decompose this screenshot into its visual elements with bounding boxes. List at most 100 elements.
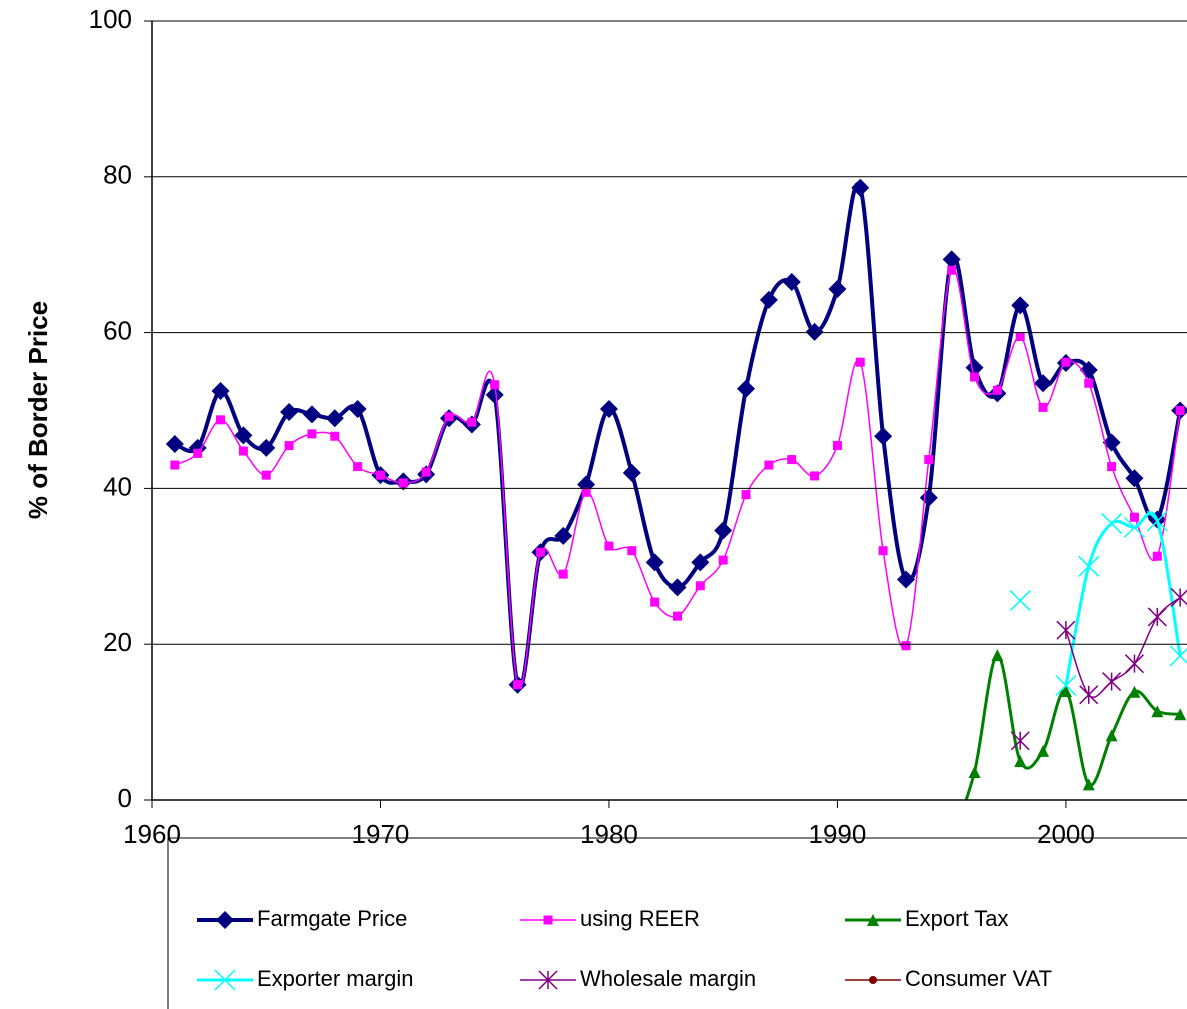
data-point: [1146, 510, 1168, 532]
data-point: [832, 441, 842, 451]
data-point: [919, 488, 938, 507]
data-point: [444, 412, 454, 422]
data-point: [1101, 512, 1123, 534]
data-point: [965, 358, 984, 377]
data-point: [1152, 551, 1162, 561]
data-point: [330, 431, 340, 441]
data-point: [216, 415, 226, 425]
legend-label: Wholesale margin: [580, 966, 756, 991]
data-point: [691, 553, 710, 572]
data-point: [1061, 357, 1071, 367]
data-point: [896, 570, 915, 589]
data-point: [1079, 685, 1099, 705]
data-point: [421, 467, 431, 477]
data-point: [467, 417, 477, 427]
x-tick-label: 1970: [352, 819, 410, 849]
data-point: [737, 379, 756, 398]
data-point: [535, 547, 545, 557]
data-point: [1151, 705, 1164, 718]
data-point: [1011, 296, 1030, 315]
data-point: [211, 382, 230, 401]
legend-marker: [216, 911, 234, 929]
data-point: [1170, 587, 1187, 607]
data-point: [805, 322, 824, 341]
data-point: [1174, 708, 1187, 721]
data-point: [851, 178, 870, 197]
data-point: [599, 399, 618, 418]
data-point: [1107, 462, 1117, 472]
data-point: [398, 478, 408, 488]
data-point: [1034, 374, 1053, 393]
data-point: [1125, 469, 1144, 488]
plot-area: [165, 178, 1187, 845]
data-point: [193, 448, 203, 458]
data-point: [968, 765, 981, 778]
data-point: [946, 833, 958, 845]
data-point: [741, 490, 751, 500]
data-point: [1084, 378, 1094, 388]
data-point: [924, 455, 934, 465]
data-point: [1147, 607, 1167, 627]
data-point: [970, 372, 980, 382]
data-point: [554, 526, 573, 545]
legend-marker: [867, 914, 879, 926]
data-point: [1015, 331, 1025, 341]
data-point: [257, 438, 276, 457]
data-point: [1078, 555, 1100, 577]
series-line: [1064, 511, 1182, 686]
data-point: [718, 555, 728, 565]
data-point: [764, 460, 774, 470]
data-point: [874, 427, 893, 446]
data-point: [485, 385, 504, 404]
legend-label: Consumer VAT: [905, 966, 1052, 991]
legend-label: Exporter margin: [257, 966, 414, 991]
data-point: [325, 409, 344, 428]
data-point: [375, 470, 385, 480]
data-point: [1014, 755, 1027, 768]
data-point: [1059, 684, 1072, 697]
legend-marker: [543, 915, 553, 925]
data-point: [1124, 654, 1144, 674]
data-point: [672, 611, 682, 621]
data-point: [1123, 516, 1145, 538]
data-point: [1056, 620, 1076, 640]
y-tick-label: 100: [89, 4, 132, 34]
data-point: [234, 426, 253, 445]
y-tick-label: 60: [103, 315, 132, 345]
data-point: [1055, 674, 1077, 697]
data-point: [878, 546, 888, 556]
data-point: [513, 680, 523, 690]
data-point: [855, 357, 865, 367]
data-point: [170, 460, 180, 470]
data-point: [261, 470, 271, 480]
x-tick-label: 1960: [123, 819, 181, 849]
data-point: [668, 578, 687, 597]
data-point: [1129, 512, 1139, 522]
x-tick-label: 1990: [809, 819, 867, 849]
data-point: [714, 521, 733, 540]
data-point: [645, 553, 664, 572]
data-point: [828, 279, 847, 298]
data-point: [490, 380, 500, 390]
data-point: [622, 463, 641, 482]
data-point: [1102, 433, 1121, 452]
data-point: [302, 405, 321, 424]
y-tick-label: 20: [103, 627, 132, 657]
data-point: [1037, 744, 1050, 757]
data-point: [348, 399, 367, 418]
data-point: [581, 487, 591, 497]
x-tick-label: 2000: [1037, 819, 1095, 849]
data-point: [942, 250, 961, 269]
legend-label: using REER: [580, 906, 700, 931]
y-tick-label: 40: [103, 471, 132, 501]
data-point: [1010, 731, 1030, 751]
data-point: [1105, 729, 1118, 742]
data-point: [782, 272, 801, 291]
series-line: [1065, 596, 1181, 698]
data-point: [810, 471, 820, 481]
data-point: [1128, 685, 1141, 698]
data-point: [901, 641, 911, 651]
legend-marker: [538, 970, 558, 990]
data-point: [787, 455, 797, 465]
